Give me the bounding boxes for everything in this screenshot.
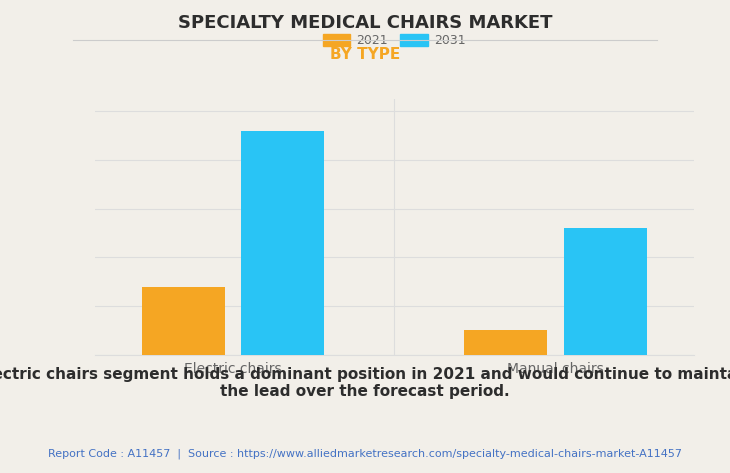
Text: BY TYPE: BY TYPE — [330, 47, 400, 62]
Bar — [564, 228, 647, 355]
Bar — [242, 131, 324, 355]
Bar — [464, 331, 547, 355]
Text: SPECIALTY MEDICAL CHAIRS MARKET: SPECIALTY MEDICAL CHAIRS MARKET — [177, 14, 553, 32]
Bar — [142, 287, 225, 355]
Text: Report Code : A11457  |  Source : https://www.alliedmarketresearch.com/specialty: Report Code : A11457 | Source : https://… — [48, 448, 682, 459]
Text: Electric chairs segment holds a dominant position in 2021 and would continue to : Electric chairs segment holds a dominant… — [0, 367, 730, 399]
Legend: 2021, 2031: 2021, 2031 — [318, 29, 471, 52]
